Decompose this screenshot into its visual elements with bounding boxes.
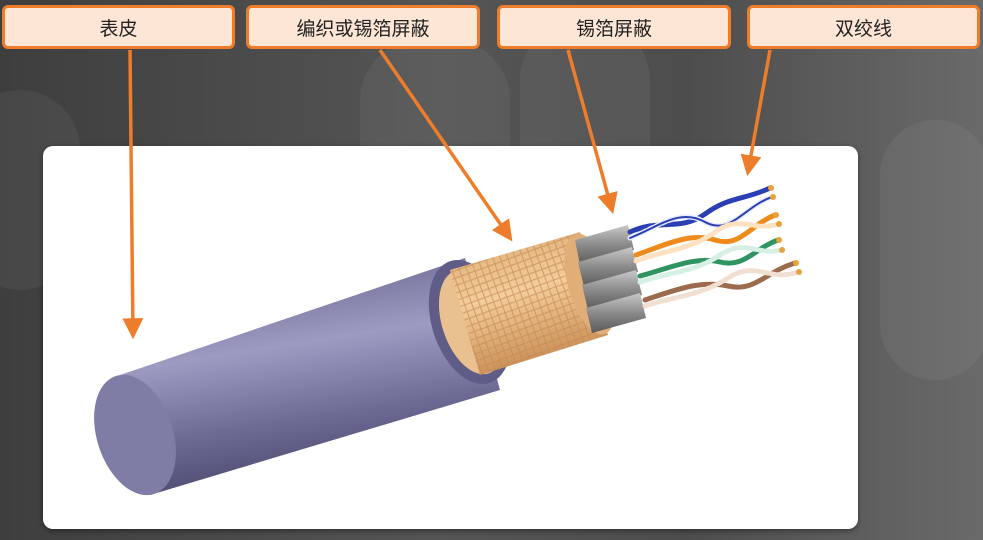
twisted-pair-green [637, 237, 784, 285]
twisted-pair-blue [627, 185, 775, 241]
wire-tips [768, 185, 802, 275]
arrow-braid-shield [378, 49, 513, 242]
foil-shields [575, 225, 646, 333]
twisted-pair-brown [642, 260, 801, 309]
twisted-pair-orange [633, 212, 781, 264]
braid-shield [450, 232, 616, 375]
label-jacket: 表皮 [2, 5, 235, 49]
label-braid-or-foil-shield: 编织或锡箔屏蔽 [246, 5, 480, 49]
arrow-jacket [122, 49, 144, 340]
label-foil-shield: 锡箔屏蔽 [497, 5, 731, 49]
background-decoration [880, 120, 983, 380]
arrow-foil-shield [566, 49, 618, 215]
label-twisted-pair: 双绞线 [747, 5, 980, 49]
arrow-twisted-pair [740, 49, 772, 177]
callout-arrows [122, 49, 772, 340]
